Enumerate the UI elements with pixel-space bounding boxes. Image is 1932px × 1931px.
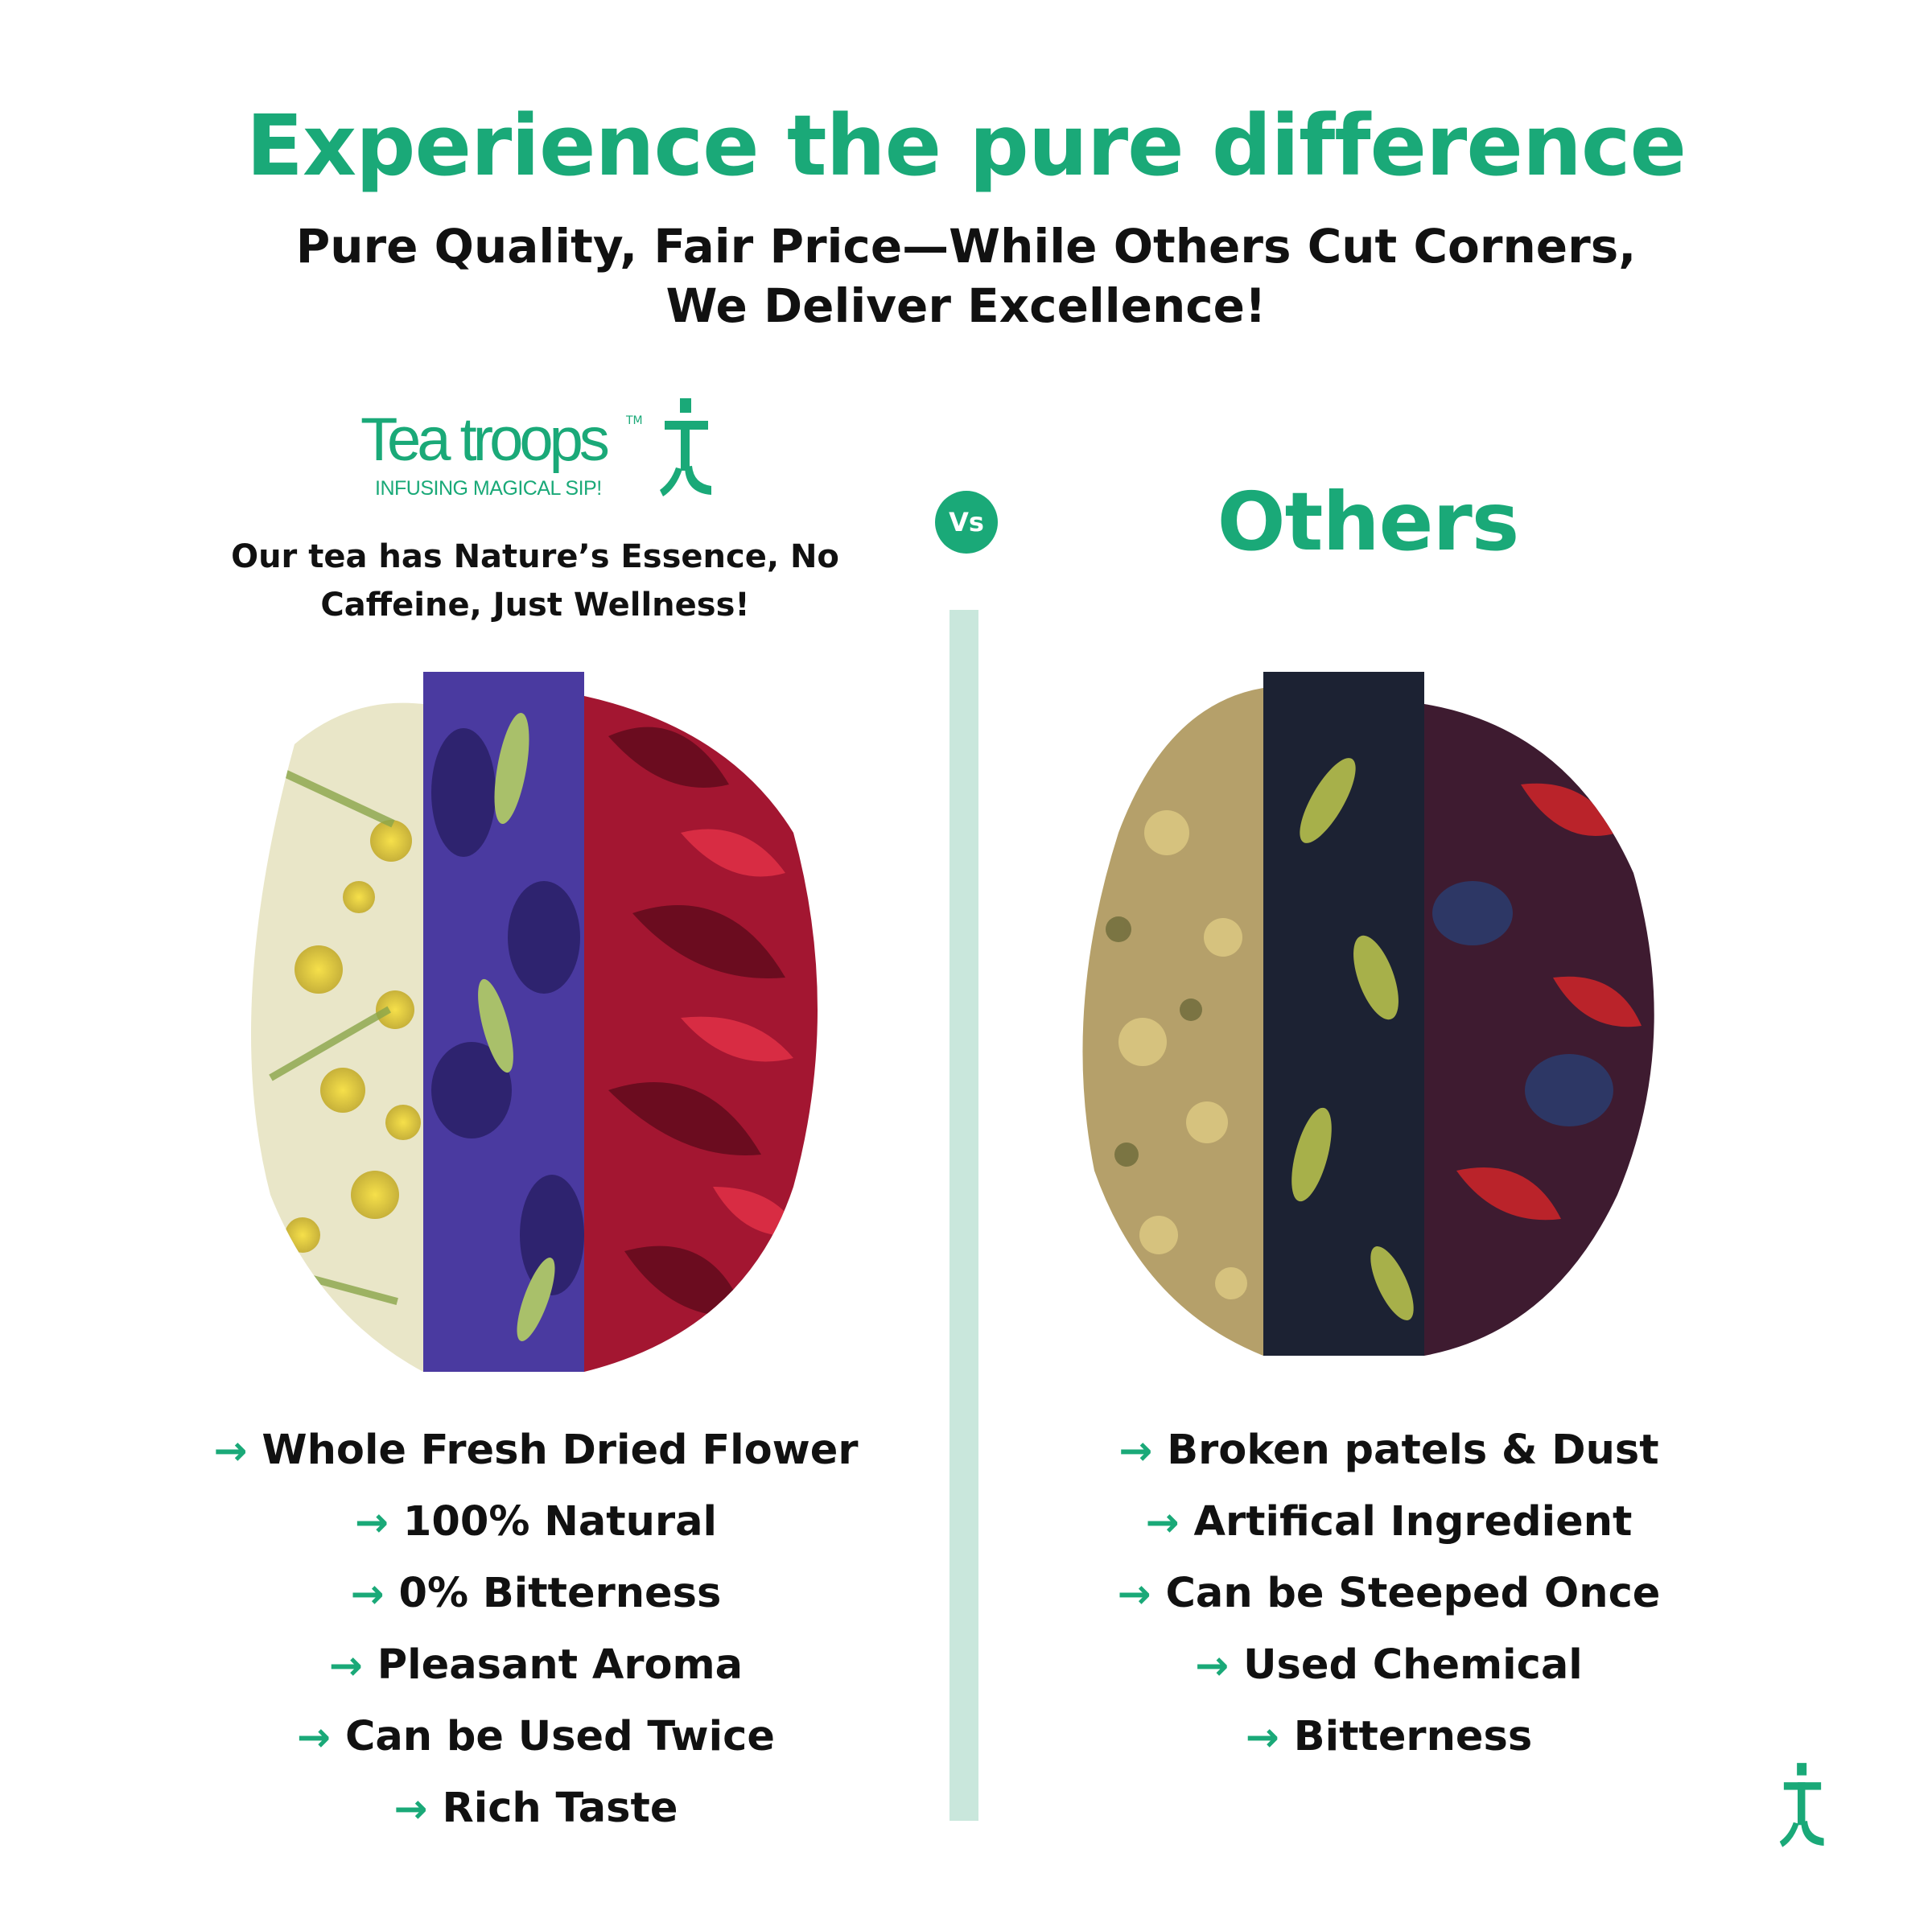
teatroops-feature-list: → Whole Fresh Dried Flower → 100% Natural … [134,1414,938,1844]
feature-label: 0% Bitterness [398,1570,722,1617]
vs-badge: Vs [935,491,998,554]
feature-label: Whole Fresh Dried Flower [262,1427,859,1474]
feature-label: Can be Steeped Once [1165,1570,1661,1617]
feature-label: Rich Taste [442,1785,678,1832]
subtitle-line-2: We Deliver Excellence! [665,278,1267,333]
feature-label: Broken patels & Dust [1167,1427,1659,1474]
arrow-right-icon: → [1245,1713,1279,1760]
brand-tagline: INFUSING MAGICAL SIP! [375,477,602,500]
others-flower-mix-photo [1082,672,1654,1356]
arrow-right-icon: → [297,1713,331,1760]
list-item: → Can be Steeped Once [987,1558,1791,1629]
list-item: → 100% Natural [134,1486,938,1558]
arrow-right-icon: → [213,1427,248,1474]
arrow-right-icon: → [1118,1427,1153,1474]
feature-label: Used Chemical [1243,1641,1583,1689]
feature-label: 100% Natural [402,1498,718,1546]
list-item: → Whole Fresh Dried Flower [134,1414,938,1486]
list-item: → Can be Used Twice [134,1701,938,1772]
arrow-right-icon: → [1195,1641,1230,1689]
arrow-right-icon: → [354,1498,389,1546]
others-title: Others [1217,475,1520,569]
list-item: → Pleasant Aroma [134,1629,938,1701]
page-title: Experience the pure difference [245,97,1687,195]
teatroops-t-icon [660,398,711,496]
brand-trademark: TM [626,414,643,427]
arrow-right-icon: → [1145,1498,1180,1546]
feature-label: Pleasant Aroma [377,1641,744,1689]
list-item: → 0% Bitterness [134,1558,938,1629]
list-item: → Rich Taste [134,1772,938,1844]
arrow-right-icon: → [1117,1570,1151,1617]
others-feature-list: → Broken patels & Dust → Artifical Ingredi… [987,1414,1791,1772]
list-item: → Broken patels & Dust [987,1414,1791,1486]
feature-label: Artifical Ingredient [1193,1498,1633,1546]
teatroops-logo: Tea troops TM INFUSING MAGICAL SIP! [360,398,711,503]
teatroops-t-icon [1779,1763,1824,1847]
list-item: → Artifical Ingredient [987,1486,1791,1558]
arrow-right-icon: → [328,1641,363,1689]
list-item: → Bitterness [987,1701,1791,1772]
arrow-right-icon: → [350,1570,385,1617]
subtitle-line-1: Pure Quality, Fair Price—While Others Cu… [295,219,1637,274]
feature-label: Bitterness [1293,1713,1533,1760]
list-item: → Used Chemical [987,1629,1791,1701]
feature-label: Can be Used Twice [344,1713,775,1760]
vertical-divider [950,610,978,1821]
brand-name: Tea troops [360,406,610,474]
brand-description: Our tea has Nature’s Essence, No Caffein… [231,538,839,624]
arrow-right-icon: → [393,1785,428,1832]
teatroops-flower-mix-photo [251,672,818,1372]
